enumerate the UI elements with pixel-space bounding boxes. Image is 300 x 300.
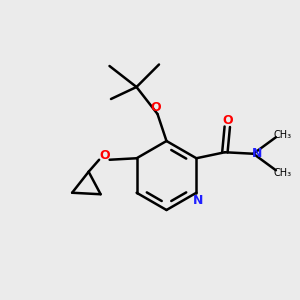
Text: O: O [99,149,110,162]
Text: N: N [252,147,262,160]
Text: O: O [222,114,232,127]
Text: CH₃: CH₃ [273,168,292,178]
Text: O: O [151,101,161,114]
Text: N: N [193,194,203,207]
Text: CH₃: CH₃ [273,130,292,140]
